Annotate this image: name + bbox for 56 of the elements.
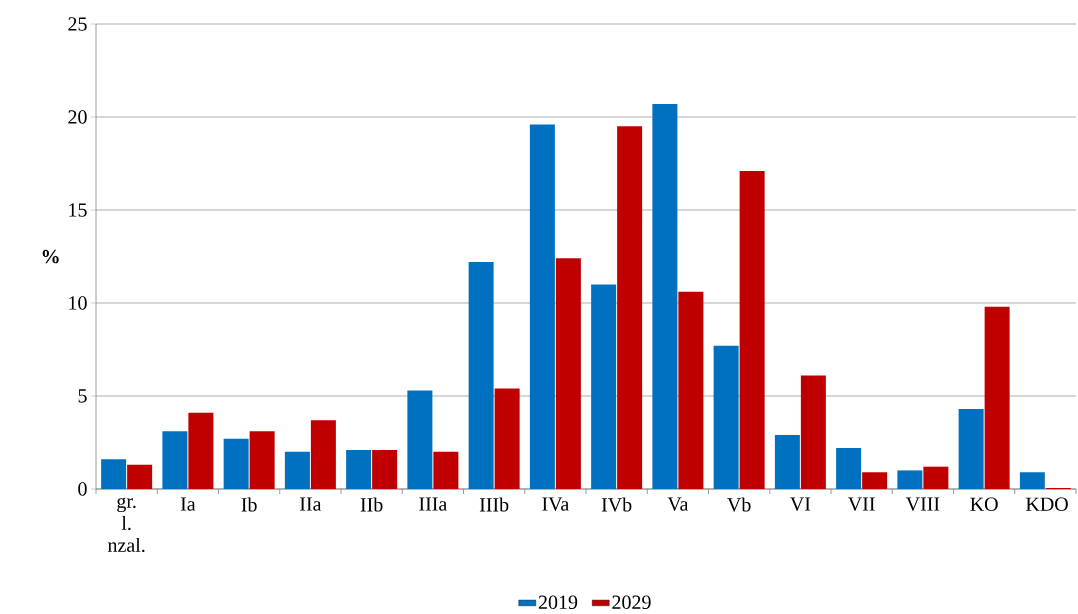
bar — [127, 464, 153, 489]
x-tick-label: VIII — [905, 497, 940, 511]
x-tick-label: Ia — [180, 497, 196, 511]
bar — [652, 103, 678, 489]
x-tick-label: Ib — [241, 497, 257, 512]
legend-label: 2029 — [612, 595, 651, 609]
x-tick-label: IVb — [601, 497, 632, 512]
bar — [555, 258, 581, 489]
bar — [897, 470, 923, 489]
bar — [101, 459, 127, 489]
bar — [249, 431, 275, 489]
x-tick-label: KDO — [1025, 497, 1068, 511]
bar — [923, 466, 949, 489]
x-tick-label: IIa — [300, 497, 322, 511]
bar — [494, 388, 520, 489]
x-tick-label: Va — [667, 497, 689, 511]
y-tick-label: 0 — [78, 482, 87, 496]
bar — [162, 431, 188, 489]
bar — [836, 447, 862, 489]
x-tick-label: IIIa — [419, 497, 448, 511]
y-tick-label: 25 — [68, 17, 87, 31]
x-tick-label: VII — [847, 497, 875, 511]
bar — [591, 284, 617, 489]
y-tick-label: 15 — [69, 203, 87, 217]
bar — [678, 291, 704, 489]
x-tick-label: Vb — [727, 497, 751, 512]
bar — [774, 434, 800, 489]
bar — [284, 451, 310, 489]
x-tick-label: VI — [790, 497, 811, 511]
bar — [346, 449, 372, 489]
x-tick-label: IIIb — [479, 497, 509, 512]
x-tick-label: IIb — [360, 497, 383, 512]
y-tick-label: 20 — [68, 110, 87, 124]
bar — [372, 449, 398, 489]
bar — [984, 306, 1010, 489]
bar — [188, 412, 214, 489]
bar — [739, 170, 765, 489]
bar — [529, 124, 555, 489]
bar — [407, 390, 433, 489]
bar — [468, 261, 494, 489]
bar — [800, 375, 826, 489]
bar — [223, 438, 249, 489]
bar — [433, 451, 459, 489]
bar — [1019, 472, 1045, 489]
y-tick-label: 10 — [69, 296, 87, 310]
bar — [713, 345, 739, 489]
bar — [310, 420, 336, 489]
bar — [617, 126, 643, 489]
x-tick-label: IVa — [542, 497, 569, 511]
x-tick-label: gr. l. nzal. — [107, 497, 145, 552]
bar — [958, 408, 984, 489]
y-tick-label: 5 — [78, 389, 87, 403]
bar — [862, 472, 888, 489]
x-tick-label: KO — [970, 497, 998, 511]
y-axis-title: % — [42, 249, 59, 264]
legend-label: 2019 — [538, 595, 578, 609]
